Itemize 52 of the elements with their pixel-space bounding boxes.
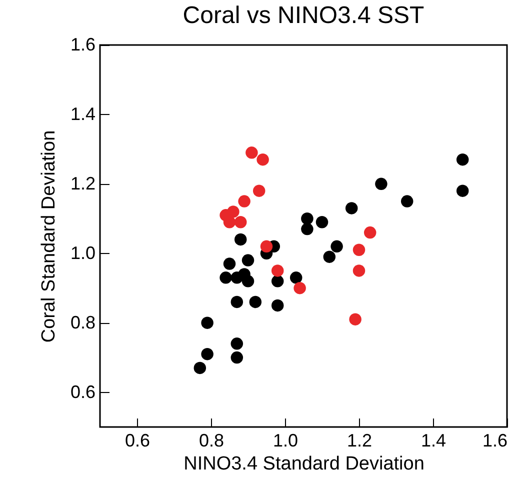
y-tick-label: 1.2: [70, 173, 96, 194]
point: [230, 351, 244, 364]
x-tick-label: 0.6: [124, 430, 150, 450]
point: [349, 313, 362, 326]
point: [246, 146, 258, 159]
point: [323, 250, 336, 263]
point: [242, 275, 254, 288]
point: [271, 299, 284, 312]
point: [330, 240, 343, 253]
point: [230, 338, 244, 350]
point: [375, 178, 388, 190]
x-tick-label: 0.8: [198, 430, 224, 450]
y-tick-label: 1.0: [70, 242, 96, 263]
point: [294, 282, 306, 294]
point: [249, 296, 262, 308]
point: [456, 153, 469, 166]
point: [271, 275, 284, 288]
y-tick-label: 1.4: [70, 104, 96, 124]
x-tick-label: 1.2: [346, 430, 372, 450]
y-tick-label: 0.8: [70, 312, 96, 332]
chart-title: Coral vs NINO3.4 SST: [182, 2, 425, 29]
point: [223, 258, 236, 270]
y-tick-label: 0.6: [70, 382, 96, 402]
x-axis-title: NINO3.4 Standard Deviation: [184, 454, 424, 474]
x-tick-label: 1.4: [420, 430, 446, 450]
point: [201, 316, 214, 329]
point: [290, 272, 302, 284]
point: [242, 254, 254, 266]
point: [220, 272, 232, 284]
point: [230, 296, 244, 308]
point: [256, 153, 269, 166]
point: [316, 216, 328, 228]
point: [301, 222, 314, 236]
point: [238, 195, 250, 208]
point: [352, 264, 366, 277]
point: [260, 240, 273, 253]
point: [194, 362, 206, 374]
point: [364, 226, 376, 239]
point: [271, 264, 284, 277]
point: [345, 202, 358, 214]
x-tick-label: 1.0: [272, 430, 298, 450]
point: [252, 184, 266, 197]
point: [400, 195, 414, 208]
point: [352, 244, 366, 256]
point: [234, 233, 247, 246]
x-tick-label: 1.6: [482, 430, 508, 450]
y-axis-title: Coral Standard Deviation: [38, 130, 60, 343]
point: [456, 184, 469, 197]
point: [301, 212, 314, 225]
point: [234, 216, 247, 228]
point: [201, 348, 214, 360]
y-tick-label: 1.6: [70, 34, 96, 54]
